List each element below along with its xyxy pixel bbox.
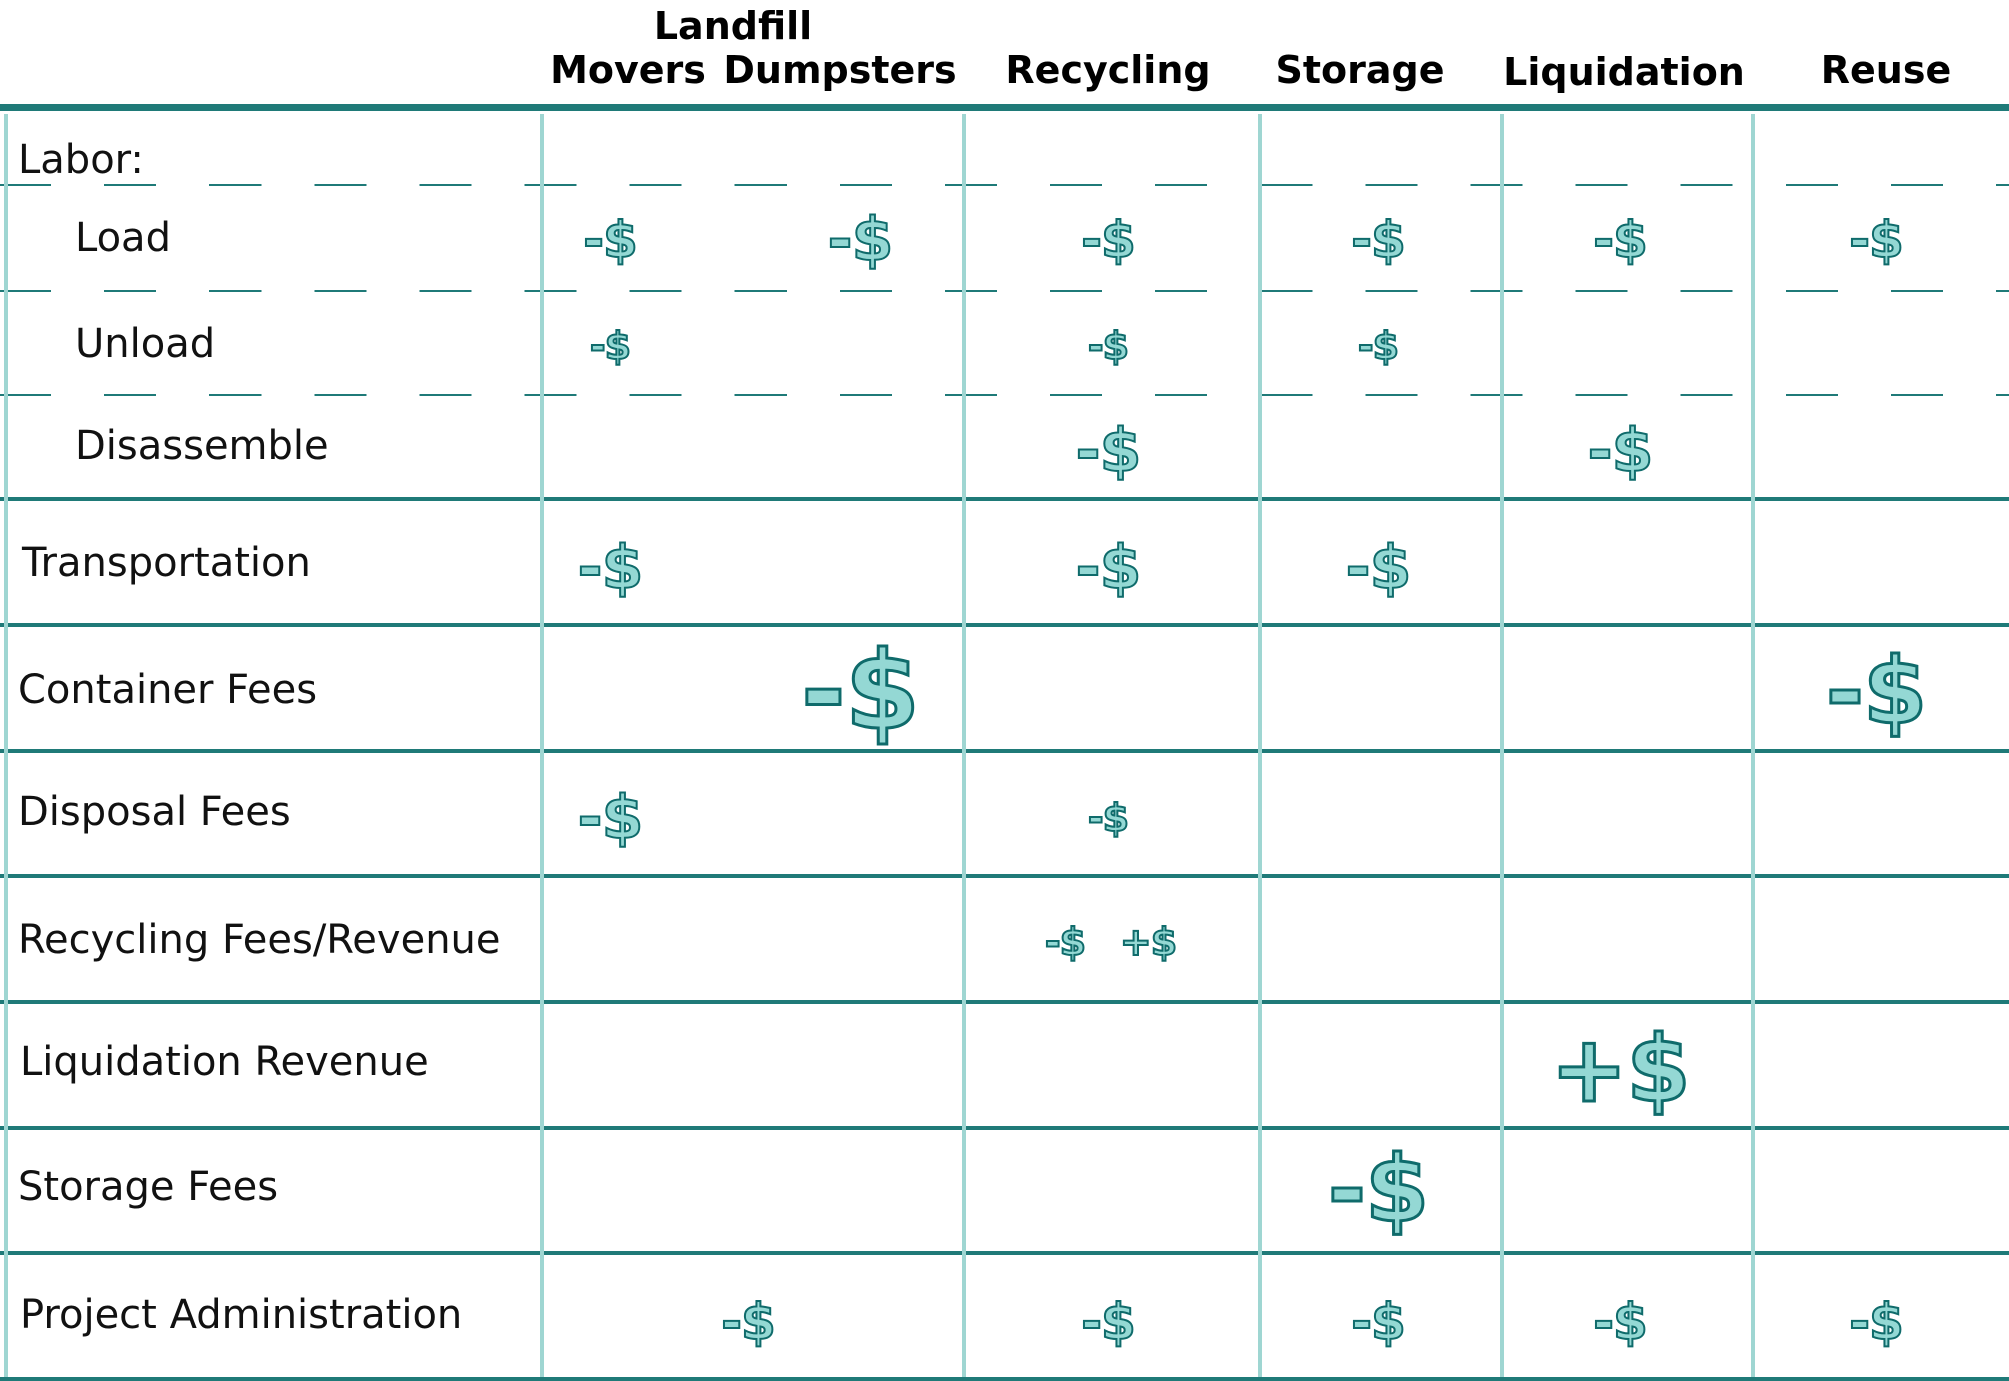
row-label-disassemble: Disassemble	[75, 423, 329, 469]
cost-symbol: -$	[1087, 324, 1130, 368]
cost-symbol: -$	[827, 205, 895, 275]
row-label-labor: Labor:	[18, 137, 144, 183]
cost-symbol: -$	[1848, 1293, 1905, 1351]
cost-symbol: -$	[1080, 211, 1137, 269]
cost-symbol: -$	[1044, 920, 1087, 964]
row-label-load: Load	[75, 215, 171, 261]
row-label-unload: Unload	[75, 321, 216, 367]
bottom-rule	[0, 1377, 2009, 1381]
cost-symbol: -$	[1075, 416, 1143, 486]
left-rule	[4, 114, 8, 1377]
revenue-symbol: +$	[1119, 920, 1178, 964]
col-rule	[1258, 114, 1262, 1377]
header-dumpsters: Dumpsters	[723, 48, 957, 92]
col-rule	[962, 114, 966, 1377]
dashed-rule	[0, 394, 2009, 396]
cost-symbol: -$	[1350, 1293, 1407, 1351]
row-label-recycling-fees-revenue: Recycling Fees/Revenue	[18, 917, 501, 963]
header-reuse: Reuse	[1820, 48, 1952, 92]
row-rule	[0, 874, 2009, 878]
header-movers: Movers	[550, 48, 706, 92]
cost-symbol: -$	[589, 324, 632, 368]
cost-symbol: -$	[1592, 211, 1649, 269]
cost-symbol: -$	[1587, 416, 1655, 486]
row-label-storage-fees: Storage Fees	[18, 1164, 279, 1210]
row-label-transportation: Transportation	[22, 540, 311, 586]
dashed-rule	[0, 290, 2009, 292]
row-label-disposal-fees: Disposal Fees	[18, 789, 291, 835]
col-rule	[1500, 114, 1504, 1377]
cost-symbol: -$	[1087, 796, 1130, 840]
header-landfill-group: Landfill	[653, 4, 813, 48]
cost-symbol: -$	[1080, 1293, 1137, 1351]
cost-symbol: -$	[1326, 1136, 1430, 1243]
row-rule	[0, 1000, 2009, 1004]
row-rule	[0, 749, 2009, 753]
cost-symbol: -$	[1075, 533, 1143, 603]
row-label-liquidation-revenue: Liquidation Revenue	[20, 1039, 429, 1085]
dashed-rule	[0, 184, 2009, 186]
row-label-project-administration: Project Administration	[20, 1292, 463, 1338]
header-liquidation: Liquidation	[1503, 50, 1745, 94]
row-rule	[0, 1126, 2009, 1130]
row-label-container-fees: Container Fees	[18, 667, 318, 713]
header-recycling: Recycling	[1005, 48, 1211, 92]
cost-symbol: -$	[582, 211, 639, 269]
col-rule	[540, 114, 544, 1377]
cost-symbol: -$	[1824, 638, 1928, 745]
header-rule	[0, 104, 2009, 111]
cost-symbol: -$	[1848, 211, 1905, 269]
cost-symbol: -$	[720, 1293, 777, 1351]
cost-symbol: -$	[1592, 1293, 1649, 1351]
col-rule	[1751, 114, 1755, 1377]
cost-symbol: -$	[577, 533, 645, 603]
header-storage: Storage	[1275, 48, 1445, 92]
cost-symbol: -$	[800, 629, 922, 754]
revenue-symbol: +$	[1549, 1016, 1692, 1123]
cost-symbol: -$	[1345, 533, 1413, 603]
cost-symbol: -$	[577, 783, 645, 853]
cost-symbol: -$	[1350, 211, 1407, 269]
cost-symbol: -$	[1357, 324, 1400, 368]
row-rule	[0, 497, 2009, 501]
row-rule	[0, 1251, 2009, 1255]
row-rule	[0, 623, 2009, 627]
